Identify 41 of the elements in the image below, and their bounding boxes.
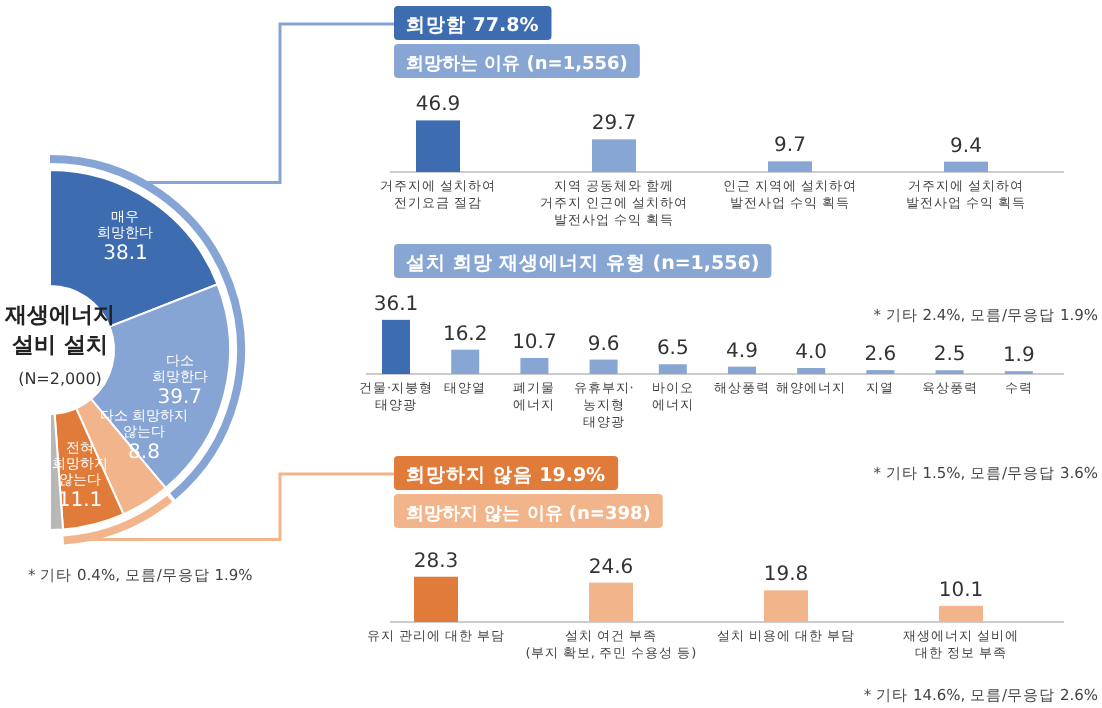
bar xyxy=(382,319,410,374)
data-label: 6.5 xyxy=(656,338,689,361)
bar xyxy=(797,368,826,374)
chart-subtitle: 희망하지 않는 이유 (n=398) xyxy=(406,505,651,525)
data-label: 38.1 xyxy=(103,243,148,266)
data-label: 39.7 xyxy=(157,387,203,410)
data-label: 28.3 xyxy=(413,550,459,573)
bar xyxy=(939,605,983,622)
chart-title: 설치 희망 재생에너지 유형 (n=1,556) xyxy=(406,253,760,275)
data-label: 16.2 xyxy=(442,323,488,346)
bar xyxy=(416,120,460,172)
data-label: 2.5 xyxy=(933,344,966,367)
data-label: 4.9 xyxy=(726,340,758,363)
data-label: 9.4 xyxy=(950,135,982,158)
chart-title: 희망함 77.8% xyxy=(406,15,540,37)
data-label: 2.6 xyxy=(864,344,897,367)
bar xyxy=(728,366,756,374)
bar xyxy=(658,364,687,374)
bar xyxy=(768,161,812,172)
data-label: 36.1 xyxy=(373,293,419,316)
data-label: 9.6 xyxy=(587,333,620,356)
data-label: 46.9 xyxy=(415,94,461,117)
data-label: 10.1 xyxy=(938,579,984,602)
bar xyxy=(589,359,618,374)
bar xyxy=(944,161,988,172)
data-label: 10.7 xyxy=(512,331,557,354)
bar xyxy=(592,139,636,172)
data-label: 24.6 xyxy=(588,556,634,579)
text: (N=2,000) xyxy=(18,370,102,388)
chart-subtitle: 희망하는 이유 (n=1,556) xyxy=(406,55,628,75)
data-label: 1.9 xyxy=(1002,345,1035,368)
data-label: 4.0 xyxy=(795,342,828,364)
bar xyxy=(520,357,549,374)
data-label: 9.7 xyxy=(774,135,806,158)
bar xyxy=(764,590,808,622)
bar xyxy=(414,576,458,622)
chart-title: 희망하지 않음 19.9% xyxy=(406,465,607,487)
data-label: 19.8 xyxy=(763,564,809,587)
bar xyxy=(451,349,480,374)
bar xyxy=(589,582,633,622)
data-label: 29.7 xyxy=(591,113,637,136)
